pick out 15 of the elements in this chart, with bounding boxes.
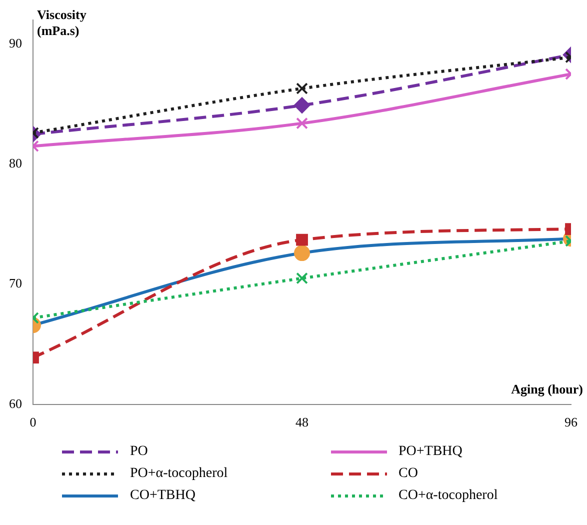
legend-label: CO+TBHQ [130,488,196,504]
legend-label: CO [398,466,418,482]
legend-label: PO+TBHQ [398,444,462,460]
legend-label: PO+α-tocopherol [130,466,228,482]
y-tick-label: 80 [9,156,22,171]
x-tick-label: 96 [564,414,578,430]
y-tick-label: 60 [9,396,22,411]
x-axis-title: Aging (hour) [511,381,583,396]
x-tick-label: 48 [296,414,308,430]
y-tick-label: 70 [9,276,22,291]
x-tick-label: 0 [30,414,36,430]
legend-label: CO+α-tocopherol [398,488,498,504]
legend-label: PO [130,444,148,460]
y-axis-title: Viscosity (mPa.s) [37,6,87,38]
y-tick-label: 90 [9,35,22,50]
